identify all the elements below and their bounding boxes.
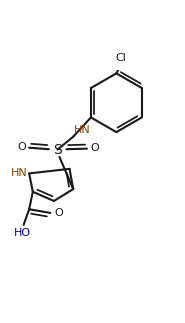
Text: HN: HN (74, 124, 91, 134)
Text: S: S (53, 142, 62, 157)
Text: O: O (54, 208, 63, 218)
Text: O: O (90, 143, 99, 153)
Text: Cl: Cl (115, 53, 126, 63)
Text: O: O (17, 142, 26, 152)
Text: HO: HO (14, 228, 31, 238)
Text: HN: HN (11, 168, 27, 178)
